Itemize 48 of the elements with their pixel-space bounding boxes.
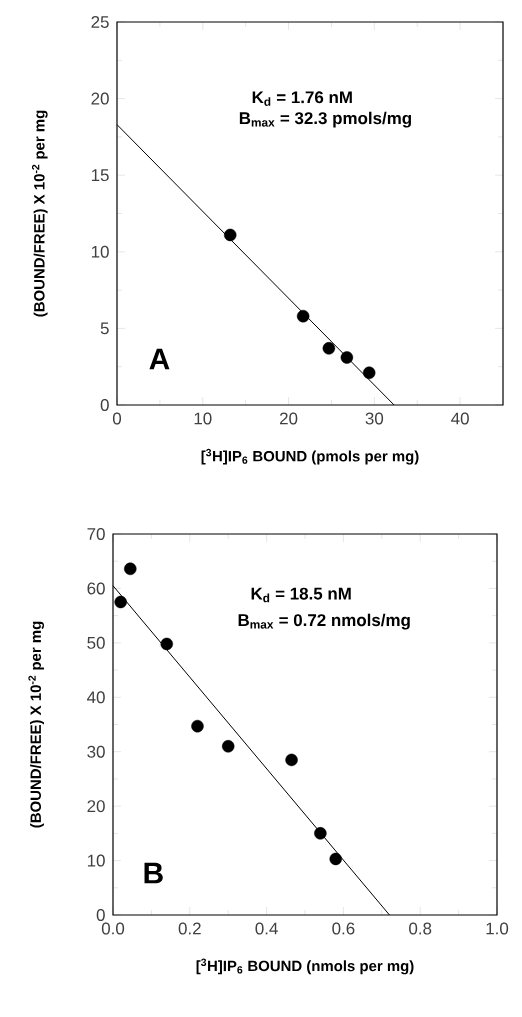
y-tick-label: 60 <box>87 582 105 595</box>
annotation: B$_{max}$ = 0.72 nmols/mg <box>238 613 410 630</box>
x-tick-label: 0.2 <box>178 922 201 935</box>
annotation: A <box>149 348 170 370</box>
x-tick-label: 0.8 <box>409 922 432 935</box>
y-tick-label: 30 <box>87 745 105 758</box>
y-tick-label: 40 <box>87 691 105 704</box>
point <box>191 719 204 733</box>
y-axis-title: (BOUND/FREE) X 10$^{-2}$ per mg <box>28 621 45 828</box>
annotation: B$_{max}$ = 32.3 pmols/mg <box>239 111 412 128</box>
x-tick-label: 10 <box>194 412 212 425</box>
x-tick-label: 20 <box>280 412 298 425</box>
annotation: K$_{d}$ = 1.76 nM <box>252 91 352 106</box>
point <box>314 827 327 840</box>
y-tick-label: 0 <box>96 909 105 921</box>
point <box>160 637 173 651</box>
y-tick-label: 0 <box>100 398 109 411</box>
x-tick-label: 0.0 <box>101 922 125 935</box>
y-tick-label: 20 <box>87 800 105 813</box>
point <box>124 562 137 576</box>
y-tick-label: 50 <box>87 636 105 649</box>
point <box>340 351 354 364</box>
y-axis-title: (BOUND/FREE) X 10$^{-2}$ per mg <box>31 110 48 317</box>
point <box>222 740 235 753</box>
x-axis-title: [$^{3}$H]IP$_{6}$ BOUND (pmols per mg) <box>201 448 419 465</box>
y-tick-label: 15 <box>91 169 109 182</box>
point <box>322 342 336 355</box>
point <box>285 753 298 767</box>
x-axis-title: [$^{3}$H]IP$_{6}$ BOUND (nmols per mg) <box>196 958 414 975</box>
point <box>224 228 237 242</box>
x-tick-label: 0.6 <box>332 922 355 935</box>
point <box>329 852 342 866</box>
annotation: K$_{d}$ = 18.5 nM <box>251 587 351 603</box>
x-tick-label: 0.4 <box>255 922 278 935</box>
point <box>296 309 310 323</box>
y-tick-label: 70 <box>87 528 105 540</box>
y-tick-label: 10 <box>91 245 109 258</box>
x-tick-label: 0 <box>112 412 122 425</box>
y-tick-label: 10 <box>87 854 105 867</box>
x-tick-label: 40 <box>451 412 469 425</box>
point <box>362 366 376 380</box>
point <box>114 595 127 609</box>
y-tick-label: 20 <box>91 92 109 105</box>
x-tick-label: 1.0 <box>486 922 509 935</box>
annotation: B <box>144 862 163 884</box>
y-tick-label: 25 <box>91 15 109 28</box>
x-tick-label: 30 <box>365 412 384 425</box>
y-tick-label: 5 <box>100 322 109 335</box>
